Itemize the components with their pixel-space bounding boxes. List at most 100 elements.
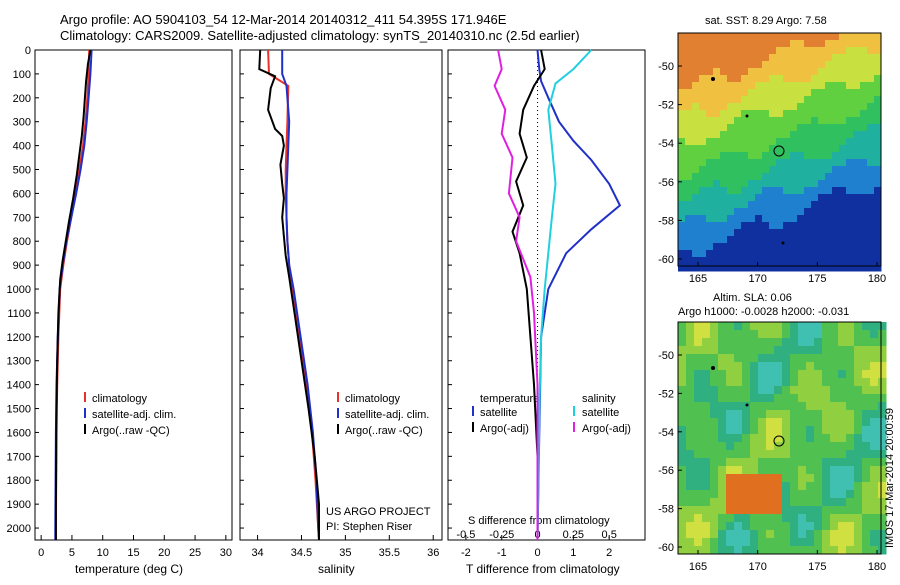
map-cell [776, 166, 784, 174]
map-cell [874, 194, 882, 202]
map-cell [783, 159, 791, 167]
map-cell [727, 138, 735, 146]
map-cell [797, 159, 805, 167]
map-cell [748, 103, 756, 111]
map-cell [806, 482, 815, 491]
map-cell [702, 346, 711, 355]
map-cell [825, 54, 833, 62]
map-cell [678, 61, 686, 69]
map-cell [685, 159, 693, 167]
map-cell [860, 208, 868, 216]
map-x-tick-label: 165 [689, 273, 707, 285]
map-cell [748, 138, 756, 146]
map-cell [726, 346, 735, 355]
x-tick-label: 30 [220, 547, 232, 559]
map-cell [678, 257, 686, 265]
map-cell [702, 370, 711, 379]
map-cell [762, 82, 770, 90]
map-cell [686, 482, 695, 491]
map-cell [790, 187, 798, 195]
map-cell [726, 378, 735, 387]
map-cell [832, 264, 840, 272]
map-cell [797, 40, 805, 48]
map-cell [798, 322, 807, 331]
y-tick-label: 400 [13, 141, 31, 153]
map-cell [742, 370, 751, 379]
map-cell [706, 96, 714, 104]
map-cell [710, 322, 719, 331]
map-cell [726, 506, 735, 515]
map-cell [790, 418, 799, 427]
map-cell [678, 145, 686, 153]
map-cell [699, 229, 707, 237]
map-cell [838, 442, 847, 451]
map-cell [762, 152, 770, 160]
map-cell [870, 378, 879, 387]
map-cell [750, 386, 759, 395]
map-cell [686, 402, 695, 411]
map-cell [825, 131, 833, 139]
map-cell [713, 215, 721, 223]
map-cell [685, 103, 693, 111]
map-cell [790, 370, 799, 379]
x-tick-label: 36 [427, 547, 439, 559]
map-cell [762, 89, 770, 97]
map-cell [798, 426, 807, 435]
map-cell [783, 138, 791, 146]
map-cell [742, 354, 751, 363]
legend-swatch-climatology [337, 392, 339, 402]
x-tick-label: 1 [570, 547, 576, 559]
map-cell [867, 68, 875, 76]
map-cell [776, 145, 784, 153]
map-cell [846, 250, 854, 258]
map-cell [692, 187, 700, 195]
map-cell [741, 194, 749, 202]
map-cell [710, 354, 719, 363]
map-cell [702, 506, 711, 515]
map-cell [741, 82, 749, 90]
map-cell [692, 236, 700, 244]
map-cell [806, 330, 815, 339]
map-cell [720, 138, 728, 146]
y-tick-label: 1100 [7, 308, 31, 320]
map-cell [755, 194, 763, 202]
map-cell [755, 145, 763, 153]
map-cell [774, 410, 783, 419]
map-cell [846, 82, 854, 90]
map-cell [783, 194, 791, 202]
map-cell [678, 40, 686, 48]
map-cell [790, 490, 799, 499]
map-cell [734, 362, 743, 371]
map-cell [811, 159, 819, 167]
map-cell [874, 250, 882, 258]
map-cell [870, 346, 879, 355]
map-cell [742, 450, 751, 459]
map-cell [734, 482, 743, 491]
map-cell [867, 180, 875, 188]
map-cell [720, 124, 728, 132]
map-cell [750, 538, 759, 547]
map-cell [862, 530, 871, 539]
map-cell [734, 530, 743, 539]
map-cell [710, 466, 719, 475]
map-cell [720, 173, 728, 181]
map-cell [755, 54, 763, 62]
map-cell [734, 47, 742, 55]
map-cell [766, 418, 775, 427]
map-cell [814, 354, 823, 363]
map-cell [811, 54, 819, 62]
map-cell [783, 257, 791, 265]
map-cell [702, 530, 711, 539]
map-cell [832, 201, 840, 209]
map-cell [825, 236, 833, 244]
map-cell [685, 138, 693, 146]
map-cell [818, 215, 826, 223]
map-cell [766, 506, 775, 515]
map-cell [702, 418, 711, 427]
map-cell [769, 145, 777, 153]
map-cell [811, 229, 819, 237]
map-cell [804, 215, 812, 223]
difference-panel: T difference from climatology S differen… [447, 49, 646, 576]
map-cell [832, 250, 840, 258]
map-cell [854, 466, 863, 475]
